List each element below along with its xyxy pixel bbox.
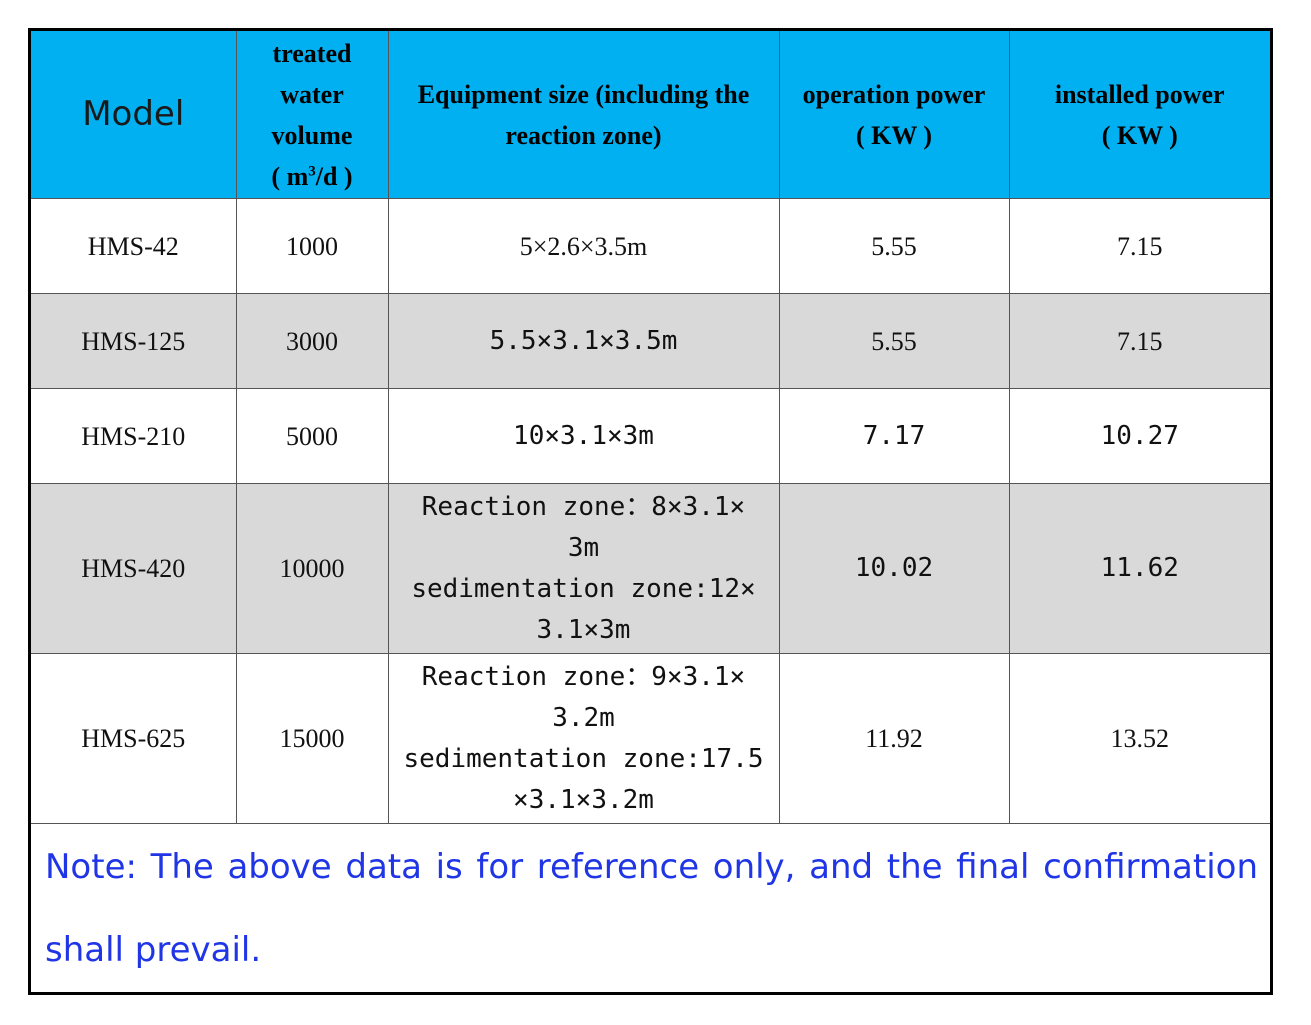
cell-size-line: Reaction zone：8×3.1×	[421, 491, 746, 522]
cell-size-line: 10×3.1×3m	[513, 420, 654, 451]
header-volume-line-1: treated	[272, 38, 352, 68]
cell-size-line: ×3.1×3.2m	[513, 784, 654, 815]
cell-volume: 3000	[235, 293, 389, 389]
header-inst-power-line-2: ( KW )	[1101, 120, 1178, 150]
table-row: HMS-420 10000 Reaction zone：8×3.1× 3m se…	[31, 483, 1270, 654]
cell-size: 10×3.1×3m	[387, 388, 780, 484]
cell-inst-power: 13.52	[1008, 653, 1270, 824]
cell-op-power: 5.55	[778, 198, 1010, 294]
cell-size-line: 3.1×3m	[536, 614, 631, 645]
header-volume: treated water volume ( m3/d )	[235, 31, 389, 199]
header-volume-line-3: volume	[271, 120, 353, 150]
cell-size: Reaction zone：8×3.1× 3m sedimentation zo…	[387, 483, 780, 654]
cell-inst-power: 7.15	[1008, 293, 1270, 389]
cell-size-line: Reaction zone：9×3.1×	[421, 661, 746, 692]
header-equipment-size: Equipment size (including the reaction z…	[387, 31, 780, 199]
cell-size-line: sedimentation zone:17.5	[403, 743, 764, 774]
spec-table-frame: Model treated water volume ( m3/d ) Equi…	[28, 28, 1273, 995]
cell-volume: 10000	[235, 483, 389, 654]
cell-size-line: 5.5×3.1×3.5m	[489, 325, 678, 356]
cell-model: HMS-420	[31, 483, 237, 654]
cell-model: HMS-210	[31, 388, 237, 484]
cell-size-line: 5×2.6×3.5m	[519, 231, 648, 261]
table-row: HMS-125 3000 5.5×3.1×3.5m 5.55 7.15	[31, 293, 1270, 389]
cell-volume: 5000	[235, 388, 389, 484]
header-size-line-1: Equipment size (including the	[417, 79, 750, 109]
cell-size-line: sedimentation zone:12×	[411, 573, 756, 604]
spec-table: Model treated water volume ( m3/d ) Equi…	[31, 31, 1270, 824]
table-row: HMS-625 15000 Reaction zone：9×3.1× 3.2m …	[31, 653, 1270, 824]
cell-op-power: 10.02	[778, 483, 1010, 654]
header-installed-power: installed power ( KW )	[1008, 31, 1270, 199]
table-row: HMS-210 5000 10×3.1×3m 7.17 10.27	[31, 388, 1270, 484]
cell-size-line: 3.2m	[552, 702, 615, 733]
header-volume-unit: ( m	[271, 161, 309, 191]
cell-op-power: 11.92	[778, 653, 1010, 824]
header-op-power-line-1: operation power	[802, 79, 986, 109]
header-op-power-line-2: ( KW )	[855, 120, 933, 150]
cell-model: HMS-42	[31, 198, 237, 294]
cell-inst-power: 10.27	[1008, 388, 1270, 484]
cell-inst-power: 11.62	[1008, 483, 1270, 654]
cell-op-power: 5.55	[778, 293, 1010, 389]
cell-size-line: 3m	[567, 532, 600, 563]
cell-model: HMS-625	[31, 653, 237, 824]
cell-model: HMS-125	[31, 293, 237, 389]
cell-volume: 1000	[235, 198, 389, 294]
cell-size: 5×2.6×3.5m	[387, 198, 780, 294]
header-volume-unit-tail: /d )	[315, 161, 353, 191]
header-size-line-2: reaction zone)	[505, 120, 662, 150]
header-model: Model	[31, 31, 237, 199]
cell-op-power: 7.17	[778, 388, 1010, 484]
header-volume-line-2: water	[280, 79, 344, 109]
cell-volume: 15000	[235, 653, 389, 824]
header-operation-power: operation power ( KW )	[778, 31, 1010, 199]
table-row: HMS-42 1000 5×2.6×3.5m 5.55 7.15	[31, 198, 1270, 294]
header-inst-power-line-1: installed power	[1054, 79, 1225, 109]
reference-note: Note: The above data is for reference on…	[45, 847, 1258, 970]
header-row: Model treated water volume ( m3/d ) Equi…	[31, 31, 1270, 199]
header-volume-unit-exponent: 3	[308, 162, 316, 179]
cell-inst-power: 7.15	[1008, 198, 1270, 294]
cell-size: Reaction zone：9×3.1× 3.2m sedimentation …	[387, 653, 780, 824]
cell-size: 5.5×3.1×3.5m	[387, 293, 780, 389]
